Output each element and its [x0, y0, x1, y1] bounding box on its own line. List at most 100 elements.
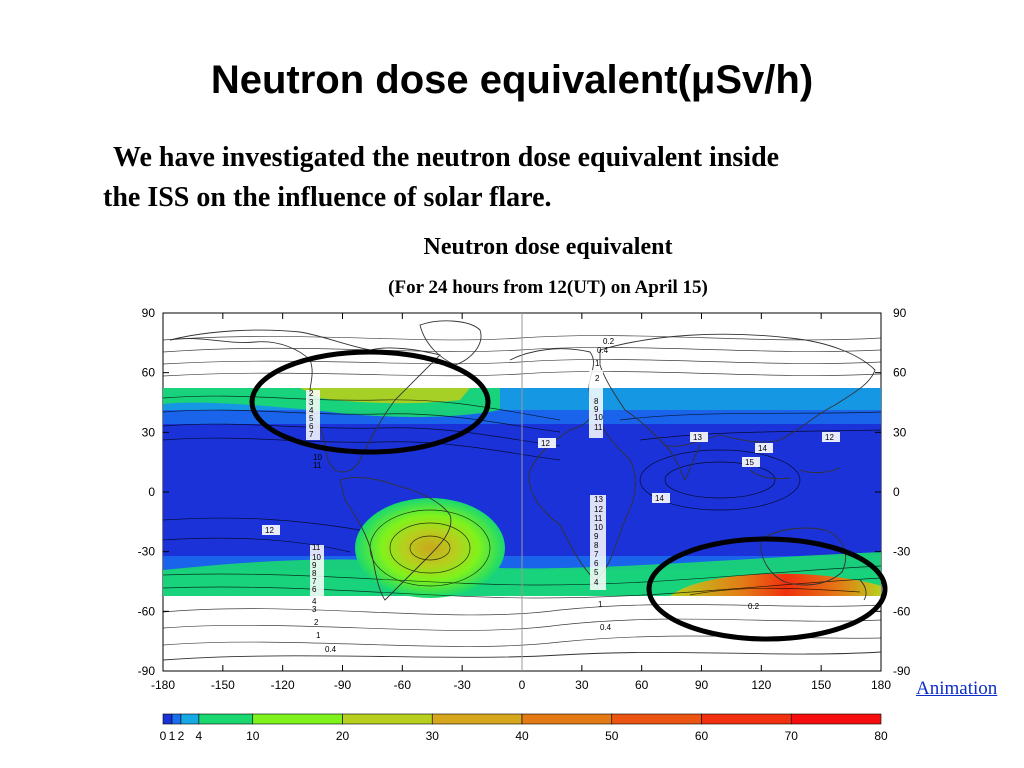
colorbar-tick-label: 0 — [160, 729, 167, 743]
contour-label: 4 — [312, 597, 317, 606]
contour-label: 2 — [314, 618, 319, 627]
contour-label: 14 — [655, 494, 664, 503]
lat-tick-label-left: 30 — [142, 425, 156, 439]
contour-label: 15 — [745, 458, 754, 467]
contour-label: 0.2 — [748, 602, 760, 611]
lat-tick-label-right: 90 — [893, 306, 907, 320]
lon-tick-label: -60 — [394, 678, 412, 692]
contour-label: 4 — [594, 578, 599, 587]
highlight-north-america — [249, 349, 491, 455]
colorbar-swatch — [701, 713, 792, 725]
figure-subtitle: (For 24 hours from 12(UT) on April 15) — [388, 277, 708, 298]
slide-title: Neutron dose equivalent(μSv/h) — [210, 58, 814, 102]
colorbar-tick-label: 4 — [196, 729, 203, 743]
contour-label: 10 — [313, 453, 322, 462]
contour-label: 2 — [309, 389, 314, 398]
contour-label: 0.2 — [603, 337, 615, 346]
lon-tick-label: -90 — [334, 678, 352, 692]
contour-label: 1 — [598, 600, 603, 609]
contour-label: 1 — [595, 359, 600, 368]
colorbar-tick-label: 60 — [695, 729, 709, 743]
colorbar-swatch — [790, 713, 882, 725]
colorbar-swatch — [198, 713, 254, 725]
contour-label: 2 — [595, 374, 600, 383]
lon-tick-label: -150 — [211, 678, 235, 692]
contour-label: 7 — [309, 430, 314, 439]
lon-tick-label: 60 — [635, 678, 649, 692]
contour-label: 6 — [312, 585, 317, 594]
lat-tick-label-right: -90 — [893, 664, 911, 678]
contour-label: 5 — [594, 568, 599, 577]
contour-label: 9 — [594, 405, 599, 414]
figure-title: Neutron dose equivalent — [423, 234, 673, 260]
contour-label: 1 — [316, 631, 321, 640]
lon-tick-label: -30 — [453, 678, 471, 692]
contour-label: 4 — [309, 406, 314, 415]
lon-tick-label: 150 — [811, 678, 831, 692]
colorbar-swatch — [521, 713, 613, 725]
contour-label: 11 — [594, 514, 603, 523]
saa-anomaly — [355, 498, 505, 598]
colorbar-swatch — [162, 713, 173, 725]
contour-label: 10 — [594, 523, 603, 532]
lat-tick-label-right: -30 — [893, 545, 911, 559]
contour-label: 12 — [541, 439, 550, 448]
colorbar-swatch — [171, 713, 182, 725]
contour-label: 11 — [313, 461, 322, 470]
contour-label: 10 — [312, 553, 321, 562]
colorbar-tick-label: 30 — [426, 729, 440, 743]
contour-label: 9 — [594, 532, 599, 541]
lon-tick-label: -120 — [271, 678, 295, 692]
colorbar-swatch — [431, 713, 523, 725]
colorbar-tick-label: 2 — [178, 729, 185, 743]
contour-label: 0.4 — [600, 623, 612, 632]
contour-label: 9 — [312, 561, 317, 570]
lat-tick-label-left: -60 — [138, 604, 156, 618]
body-text: We have investigated the neutron dose eq… — [103, 138, 963, 218]
lon-tick-label: 90 — [695, 678, 709, 692]
contour-label: 7 — [594, 550, 599, 559]
contour-label: 8 — [312, 569, 317, 578]
colorbar-swatch — [611, 713, 702, 725]
longitude-axis: -180 -150 -120 -90 -60 -30 0 30 60 90 120 150 180 — [151, 313, 891, 692]
contour-label: 6 — [309, 422, 314, 431]
latitude-axis: 90 90 60 60 30 30 0 0 -30 -30 -60 -60 -90 -90 — [138, 306, 911, 678]
colorbar-tick-label: 10 — [246, 729, 260, 743]
colorbar-tick-label: 40 — [515, 729, 529, 743]
lat-tick-label-left: 0 — [148, 485, 155, 499]
contour-label: 3 — [309, 398, 314, 407]
contour-label: 14 — [758, 444, 767, 453]
track-labels — [262, 370, 840, 600]
colorbar-tick-label: 1 — [169, 729, 176, 743]
lon-tick-label: 0 — [519, 678, 526, 692]
lat-tick-label-left: 90 — [142, 306, 156, 320]
colorbar-swatch — [342, 713, 433, 725]
lat-tick-label-right: -60 — [893, 604, 911, 618]
contour-label: 8 — [594, 397, 599, 406]
lat-tick-label-right: 30 — [893, 425, 907, 439]
colorbar-tick-label: 70 — [785, 729, 799, 743]
colorbar-tick-label: 20 — [336, 729, 350, 743]
coastlines — [163, 320, 881, 661]
north-americas-yellow — [300, 388, 470, 404]
contour-label: 13 — [594, 495, 603, 504]
lon-tick-label: 30 — [575, 678, 589, 692]
lat-tick-label-left: -30 — [138, 545, 156, 559]
contour-label: 11 — [594, 423, 603, 432]
colorbar-swatch — [180, 713, 200, 725]
lon-tick-label: 180 — [871, 678, 891, 692]
contour-label: 3 — [312, 605, 317, 614]
contour-label: 0.4 — [597, 346, 609, 355]
contour-label: 6 — [594, 559, 599, 568]
lat-tick-label-right: 0 — [893, 485, 900, 499]
colorbar-swatch — [252, 713, 343, 725]
contour-label: 13 — [693, 433, 702, 442]
animation-link[interactable]: Animation — [916, 678, 998, 699]
highlight-south-indian-ocean — [646, 536, 888, 642]
lon-tick-label: 120 — [751, 678, 771, 692]
colorbar-tick-label: 80 — [874, 729, 888, 743]
contour-label: 5 — [309, 414, 314, 423]
lat-tick-label-right: 60 — [893, 366, 907, 380]
contour-label: 12 — [594, 505, 603, 514]
lat-tick-label-left: -90 — [138, 664, 156, 678]
